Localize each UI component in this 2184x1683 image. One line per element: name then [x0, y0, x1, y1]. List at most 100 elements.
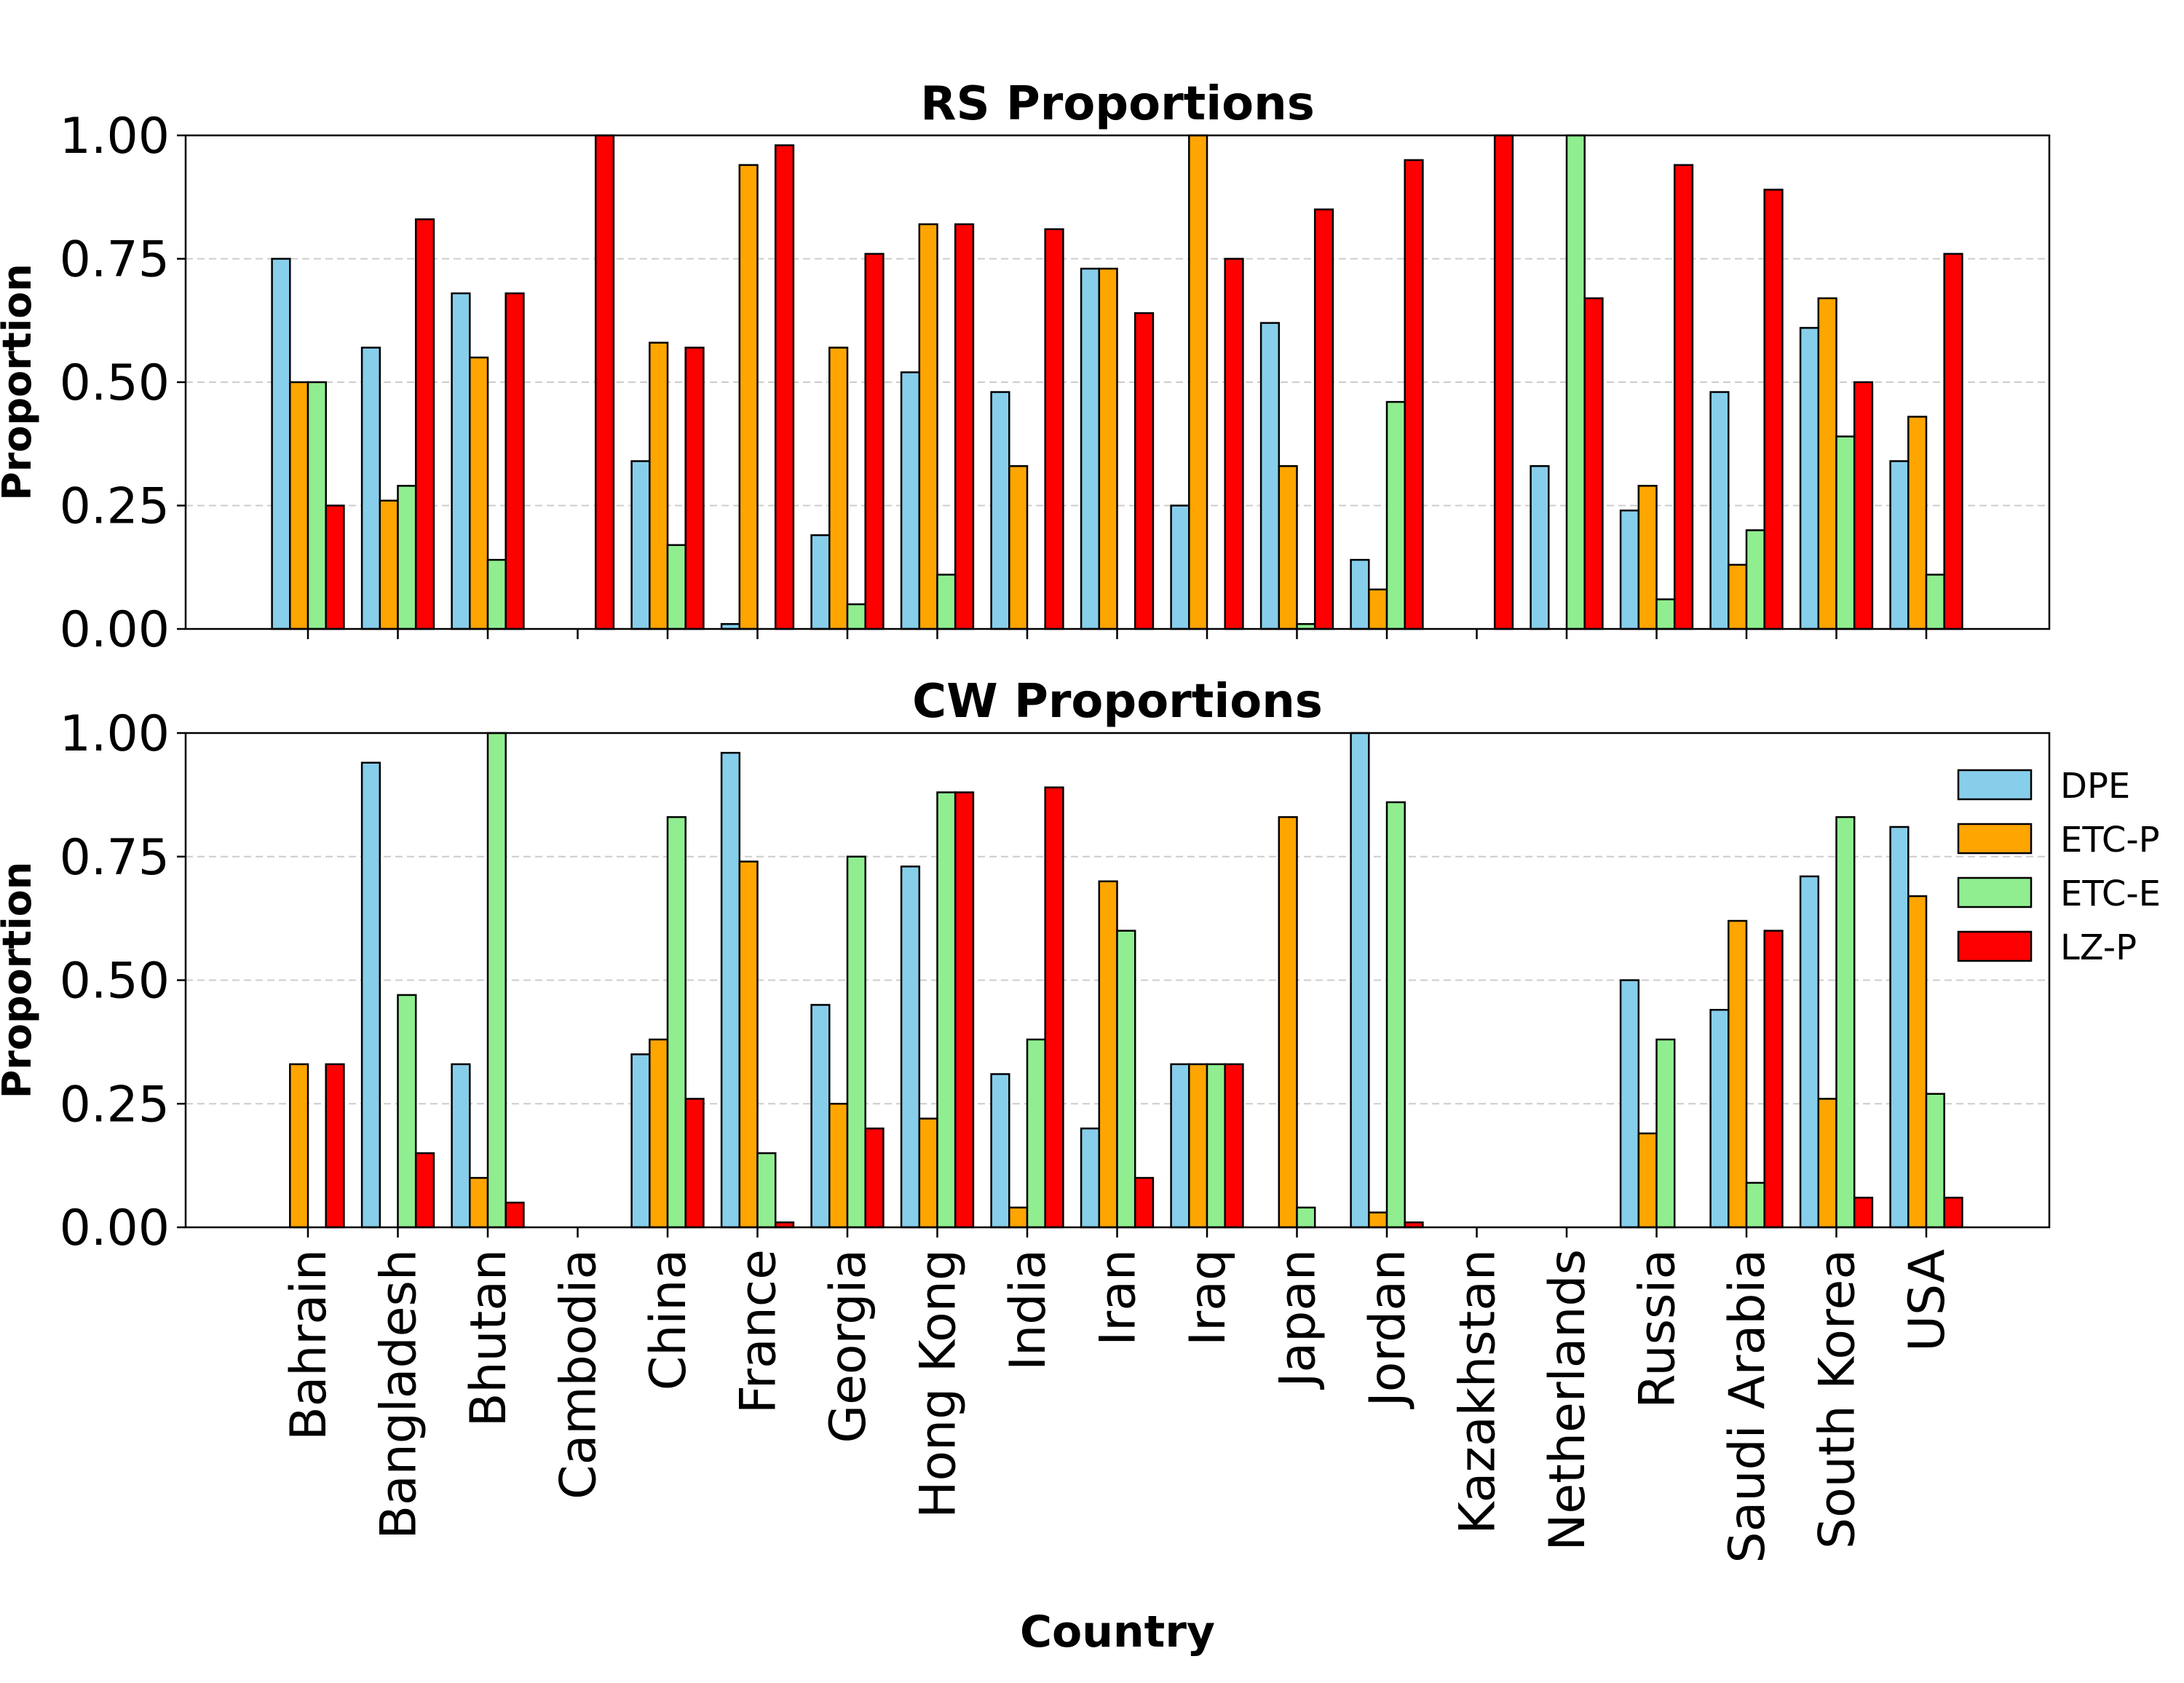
bar-lz-p-cambodia: [594, 134, 615, 630]
x-tick-label-bhutan: Bhutan: [460, 1249, 518, 1427]
bar-etc-p-hong-kong: [918, 223, 938, 630]
bar-lz-p-india: [1044, 228, 1064, 630]
bar-lz-p-usa: [1943, 253, 1963, 630]
bar-lz-p-bahrain: [325, 504, 345, 630]
bar-etc-e-india: [1026, 1038, 1046, 1229]
bar-dpe-usa: [1889, 825, 1910, 1229]
bar-dpe-hong-kong: [900, 866, 921, 1229]
bar-lz-p-georgia: [864, 253, 885, 630]
y-tick-label: 0.75: [60, 829, 170, 887]
y-tick-label: 0.50: [60, 953, 170, 1010]
bar-dpe-iraq: [1170, 504, 1190, 630]
legend-label-lz-p: LZ-P: [2060, 927, 2137, 968]
bar-lz-p-netherlands: [1583, 297, 1604, 630]
x-tick-label-bangladesh: Bangladesh: [371, 1249, 428, 1540]
x-tick-label-india: India: [1000, 1249, 1057, 1371]
bar-etc-p-japan: [1278, 465, 1298, 630]
bar-lz-p-iran: [1133, 1176, 1155, 1229]
bar-dpe-usa: [1889, 460, 1910, 630]
bar-lz-p-usa: [1943, 1197, 1963, 1229]
x-axis-label: Country: [1020, 1607, 1215, 1658]
chart-title: RS Proportions: [920, 77, 1315, 131]
bar-etc-e-netherlands: [1565, 134, 1586, 630]
bar-dpe-russia: [1619, 979, 1640, 1229]
bar-etc-p-bhutan: [469, 1176, 489, 1229]
bar-dpe-iraq: [1170, 1063, 1190, 1229]
bar-etc-e-jordan: [1385, 801, 1406, 1229]
bar-etc-e-hong-kong: [936, 791, 957, 1229]
bar-etc-p-iraq: [1188, 134, 1208, 630]
x-tick-label-iraq: Iraq: [1179, 1249, 1237, 1346]
bar-etc-e-saudi-arabia: [1745, 529, 1765, 630]
bar-dpe-bhutan: [451, 292, 471, 630]
bar-dpe-netherlands: [1530, 465, 1550, 630]
x-tick-label-cambodia: Cambodia: [550, 1249, 608, 1500]
bar-lz-p-iraq: [1224, 1063, 1244, 1229]
bar-lz-p-south-korea: [1853, 381, 1874, 630]
bar-lz-p-bahrain: [325, 1063, 345, 1229]
bar-etc-p-india: [1008, 465, 1029, 630]
bar-etc-p-saudi-arabia: [1728, 563, 1748, 630]
bar-etc-e-russia: [1655, 598, 1676, 630]
bar-etc-p-bahrain: [289, 1063, 309, 1229]
x-tick-label-russia: Russia: [1629, 1249, 1687, 1409]
legend-label-etc-e: ETC-E: [2060, 874, 2161, 914]
bar-etc-e-bangladesh: [397, 994, 417, 1229]
y-axis-label: Proportion: [0, 862, 40, 1099]
bar-etc-e-saudi-arabia: [1745, 1181, 1765, 1229]
bar-lz-p-hong-kong: [954, 223, 975, 630]
bar-etc-p-usa: [1907, 895, 1928, 1229]
bar-etc-p-saudi-arabia: [1728, 919, 1748, 1229]
bar-etc-p-iran: [1098, 267, 1118, 630]
bar-dpe-japan: [1259, 322, 1281, 630]
bar-dpe-france: [720, 751, 741, 1229]
bar-lz-p-india: [1044, 786, 1064, 1229]
bar-dpe-south-korea: [1799, 327, 1820, 630]
bar-dpe-bahrain: [271, 258, 291, 630]
bar-lz-p-bangladesh: [414, 1152, 435, 1229]
bar-dpe-china: [630, 1053, 651, 1229]
bar-etc-e-iraq: [1206, 1063, 1226, 1229]
bar-etc-e-china: [666, 816, 687, 1229]
bar-lz-p-japan: [1313, 208, 1334, 630]
bar-dpe-south-korea: [1799, 875, 1820, 1229]
legend-swatch-etc-p: [1957, 823, 2033, 855]
bar-etc-p-south-korea: [1817, 297, 1837, 630]
bar-lz-p-bhutan: [505, 1201, 525, 1229]
y-tick-label: 0.25: [60, 1076, 170, 1133]
bar-dpe-hong-kong: [900, 371, 921, 630]
legend-swatch-dpe: [1957, 769, 2033, 801]
y-tick-label: 0.00: [60, 601, 170, 659]
bar-etc-p-france: [738, 164, 759, 630]
legend: DPE ETC-P ETC-E LZ-P: [1957, 766, 2161, 968]
bar-etc-p-iraq: [1188, 1063, 1208, 1229]
bar-lz-p-saudi-arabia: [1763, 189, 1784, 630]
bar-etc-p-usa: [1907, 416, 1928, 630]
x-tick-label-netherlands: Netherlands: [1539, 1249, 1597, 1551]
chart-title: CW Proportions: [912, 675, 1323, 729]
y-tick-label: 0.75: [60, 231, 170, 289]
y-tick-label: 1.00: [60, 108, 170, 165]
bar-etc-p-russia: [1637, 1132, 1658, 1229]
x-tick-label-iran: Iran: [1090, 1249, 1147, 1346]
bar-etc-p-bhutan: [469, 356, 489, 630]
bar-etc-e-georgia: [846, 603, 866, 630]
bar-etc-e-russia: [1655, 1038, 1676, 1229]
bar-etc-p-india: [1008, 1206, 1029, 1229]
legend-swatch-lz-p: [1957, 930, 2033, 962]
bar-lz-p-jordan: [1404, 159, 1424, 630]
bar-lz-p-china: [684, 346, 705, 630]
y-tick-label: 0.25: [60, 478, 170, 536]
bar-etc-p-bahrain: [289, 381, 309, 630]
bar-dpe-bhutan: [451, 1063, 471, 1229]
bar-lz-p-iran: [1133, 312, 1155, 630]
bar-etc-p-georgia: [828, 1103, 849, 1229]
bar-etc-e-bahrain: [306, 381, 327, 630]
bar-etc-p-south-korea: [1817, 1098, 1837, 1229]
bar-etc-p-georgia: [828, 346, 849, 630]
x-tick-label-hong-kong: Hong Kong: [910, 1249, 968, 1518]
x-tick-label-bahrain: Bahrain: [280, 1249, 338, 1441]
y-axis-label: Proportion: [0, 264, 40, 501]
